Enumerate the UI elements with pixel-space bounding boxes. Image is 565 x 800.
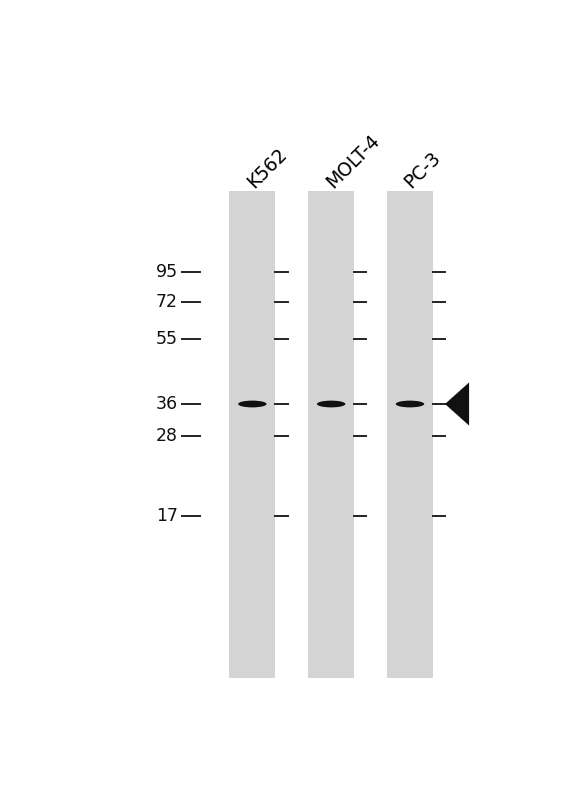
- Ellipse shape: [238, 401, 267, 407]
- Polygon shape: [445, 382, 469, 426]
- Text: MOLT-4: MOLT-4: [322, 130, 383, 191]
- Bar: [387, 191, 433, 678]
- Bar: [308, 191, 354, 678]
- Text: 72: 72: [156, 294, 178, 311]
- Text: 55: 55: [156, 330, 178, 348]
- Text: 17: 17: [156, 507, 178, 525]
- Ellipse shape: [317, 401, 345, 407]
- Text: 95: 95: [156, 262, 178, 281]
- Bar: [229, 191, 275, 678]
- Ellipse shape: [396, 401, 424, 407]
- Text: PC-3: PC-3: [401, 148, 445, 191]
- Text: K562: K562: [244, 144, 290, 191]
- Text: 28: 28: [156, 427, 178, 445]
- Text: 36: 36: [156, 395, 178, 413]
